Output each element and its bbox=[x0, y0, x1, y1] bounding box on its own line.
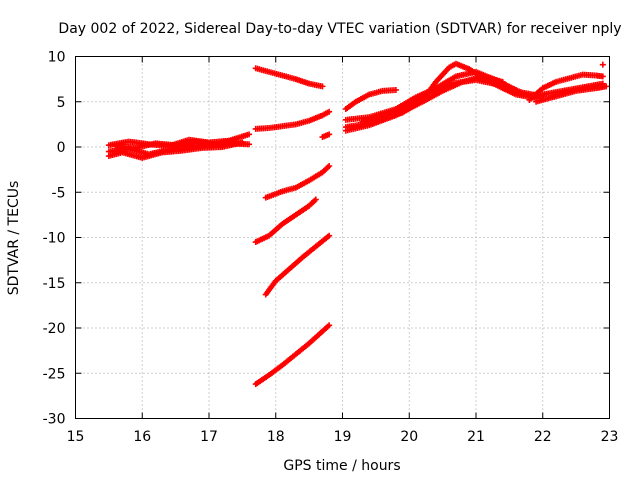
data-point-marker bbox=[232, 136, 239, 143]
x-tick-label: 17 bbox=[200, 429, 218, 445]
y-tick-label: 10 bbox=[48, 50, 66, 66]
chart-title: Day 002 of 2022, Sidereal Day-to-day VTE… bbox=[58, 21, 621, 37]
data-series-arc-j bbox=[262, 232, 333, 298]
x-tick-label: 21 bbox=[467, 429, 485, 445]
x-tick-label: 19 bbox=[334, 429, 352, 445]
data-series-arc-g bbox=[319, 131, 333, 141]
data-point-marker bbox=[326, 108, 333, 115]
plot-frame bbox=[75, 56, 610, 419]
y-tick-label: -15 bbox=[43, 276, 66, 292]
data-point-marker bbox=[319, 83, 326, 90]
data-point-marker bbox=[246, 131, 253, 138]
y-tick-label: 5 bbox=[57, 95, 66, 111]
x-tick-label: 20 bbox=[400, 429, 418, 445]
x-axis-label: GPS time / hours bbox=[283, 458, 400, 474]
data-point-marker bbox=[603, 83, 610, 90]
data-point-marker bbox=[326, 163, 333, 170]
data-point-marker bbox=[392, 86, 399, 93]
data-point-marker bbox=[599, 73, 606, 80]
data-series-arc-l bbox=[342, 86, 399, 112]
x-tick-label: 16 bbox=[133, 429, 151, 445]
data-series-arc-c bbox=[105, 139, 246, 161]
x-tick-label: 15 bbox=[67, 429, 85, 445]
grid-layer bbox=[75, 56, 610, 419]
y-tick-label: 0 bbox=[57, 140, 66, 156]
data-point-marker bbox=[326, 131, 333, 138]
y-tick-label: -30 bbox=[43, 412, 66, 428]
data-series-arc-t bbox=[599, 61, 606, 68]
data-series-arc-s bbox=[533, 83, 610, 105]
y-tick-label: -20 bbox=[43, 321, 66, 337]
x-tick-label: 18 bbox=[267, 429, 285, 445]
x-tick-label: 22 bbox=[534, 429, 552, 445]
data-series-arc-k bbox=[252, 322, 333, 388]
data-point-marker bbox=[599, 61, 606, 68]
y-tick-label: -25 bbox=[43, 366, 66, 382]
data-series-arc-q bbox=[526, 71, 606, 103]
y-tick-label: -5 bbox=[52, 185, 66, 201]
data-series-arc-f bbox=[252, 108, 333, 132]
data-series-arc-p bbox=[359, 77, 546, 125]
data-points bbox=[105, 60, 610, 388]
data-point-marker bbox=[312, 196, 319, 203]
data-series-arc-i bbox=[252, 196, 319, 246]
data-point-marker bbox=[239, 139, 246, 146]
data-series-arc-e bbox=[252, 65, 326, 90]
data-point-marker bbox=[326, 232, 333, 239]
data-series-arc-d bbox=[112, 136, 239, 151]
data-series-arc-h bbox=[262, 163, 333, 201]
data-point-marker bbox=[246, 141, 253, 148]
y-tick-label: -10 bbox=[43, 231, 66, 247]
y-axis-label: SDTVAR / TECUs bbox=[6, 181, 22, 296]
x-tick-label: 23 bbox=[601, 429, 619, 445]
tick-labels: 15 16 17 18 19 20 21 22 23 10 5 0 -5 -10 -15 -20 -25 -30 bbox=[43, 50, 619, 446]
data-point-marker bbox=[326, 322, 333, 329]
